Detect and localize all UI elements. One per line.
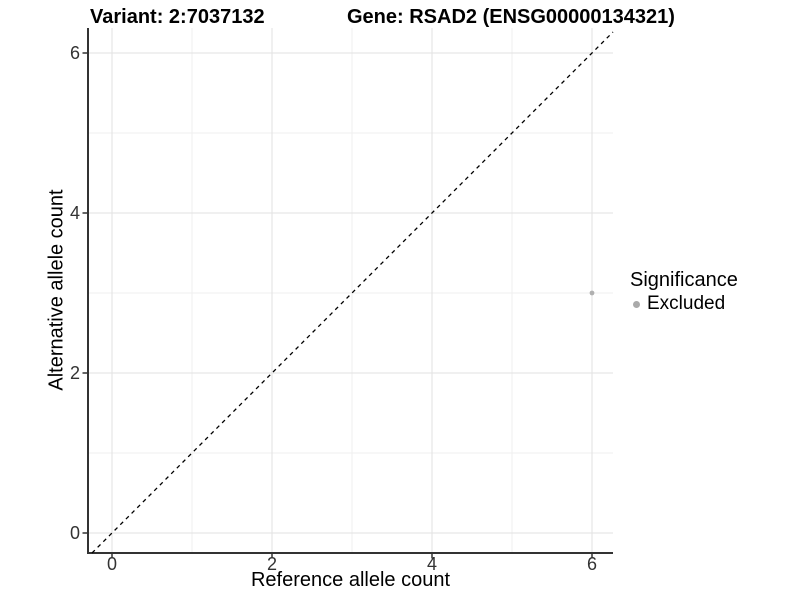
legend-item-excluded: Excluded	[630, 293, 738, 315]
x-tick-label: 6	[587, 554, 597, 574]
x-axis-title: Reference allele count	[250, 569, 450, 591]
plot-title-variant: Variant: 2:7037132	[90, 6, 265, 28]
legend-item-label: Excluded	[647, 293, 726, 314]
y-tick-label: 4	[70, 203, 80, 223]
data-point	[589, 290, 595, 296]
y-axis-title: Alternative allele count	[45, 189, 68, 391]
legend-point-icon	[633, 300, 640, 308]
plot-title-gene: Gene: RSAD2 (ENSG00000134321)	[347, 6, 675, 28]
identity-dashed-line	[91, 31, 614, 554]
x-tick-label: 0	[107, 554, 117, 574]
y-tick-label: 0	[70, 523, 80, 543]
y-tick-label: 2	[70, 363, 80, 383]
x-tick-label: 2	[267, 554, 277, 574]
y-tick-label: 6	[70, 43, 80, 63]
legend: Significance Excluded	[630, 269, 738, 315]
legend-title: Significance	[630, 269, 738, 291]
x-tick-label: 4	[427, 554, 437, 574]
